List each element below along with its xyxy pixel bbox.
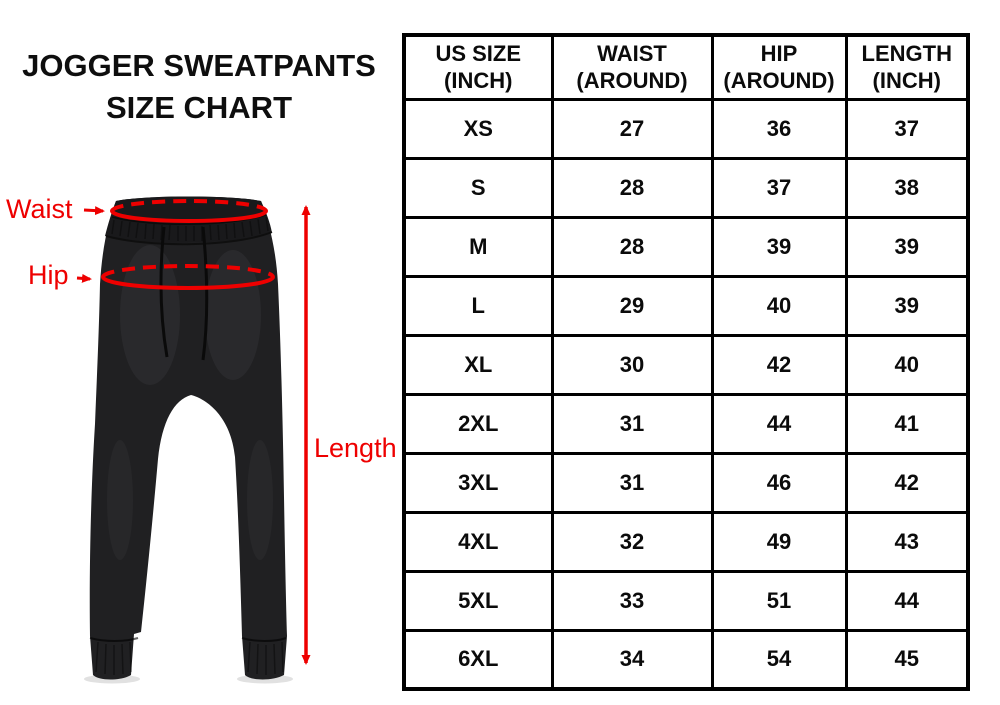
waist-cell: 28 <box>550 215 714 278</box>
hip-cell: 40 <box>710 274 848 337</box>
size-cell: XS <box>402 97 554 160</box>
waist-ellipse-front <box>110 210 268 223</box>
length-cell: 44 <box>844 569 970 632</box>
waistband-ribs <box>111 216 269 241</box>
title-line-1: JOGGER SWEATPANTS <box>22 48 376 83</box>
hip-label: Hip <box>28 260 69 290</box>
length-cell: 38 <box>844 156 970 219</box>
cuff-seam-right <box>241 637 287 642</box>
hip-cell: 42 <box>710 333 848 396</box>
length-cell: 45 <box>844 628 970 691</box>
size-cell: XL <box>402 333 554 396</box>
pants-graphic <box>76 196 311 684</box>
waist-cell: 32 <box>550 510 714 573</box>
col-header-length: LENGTH (INCH) <box>844 33 970 101</box>
size-cell: S <box>402 156 554 219</box>
size-chart-table: US SIZE (INCH) WAIST (AROUND) HIP (AROUN… <box>402 33 970 691</box>
size-cell: L <box>402 274 554 337</box>
title-line-2: SIZE CHART <box>106 90 292 125</box>
length-cell: 37 <box>844 97 970 160</box>
cuff-seam-left <box>89 637 139 642</box>
waist-label: Waist <box>6 194 73 224</box>
table-row-3xl: 3XL 31 46 42 <box>402 451 970 514</box>
table-row-xl: XL 30 42 40 <box>402 333 970 396</box>
waistband-bottom-seam <box>105 231 273 246</box>
col-header-hip: HIP (AROUND) <box>710 33 848 101</box>
table-row-l: L 29 40 39 <box>402 274 970 337</box>
waist-cell: 31 <box>550 392 714 455</box>
hip-ellipse-front <box>101 276 275 290</box>
table-row-2xl: 2XL 31 44 41 <box>402 392 970 455</box>
size-cell: 5XL <box>402 569 554 632</box>
pants-silhouette <box>89 196 287 680</box>
thigh-highlight-right <box>205 250 261 380</box>
col-header-us-size: US SIZE (INCH) <box>402 33 554 101</box>
hip-cell: 39 <box>710 215 848 278</box>
waist-arrow <box>83 206 105 216</box>
table-row-6xl: 6XL 34 54 45 <box>402 628 970 691</box>
length-cell: 39 <box>844 274 970 337</box>
size-cell: 4XL <box>402 510 554 573</box>
waist-cell: 29 <box>550 274 714 337</box>
length-cell: 40 <box>844 333 970 396</box>
hip-cell: 44 <box>710 392 848 455</box>
waist-cell: 27 <box>550 97 714 160</box>
hip-cell: 51 <box>710 569 848 632</box>
hip-cell: 54 <box>710 628 848 691</box>
table-row-xs: XS 27 36 37 <box>402 97 970 160</box>
waist-cell: 33 <box>550 569 714 632</box>
table-header-row: US SIZE (INCH) WAIST (AROUND) HIP (AROUN… <box>402 33 970 101</box>
hip-cell: 46 <box>710 451 848 514</box>
hip-arrow <box>76 273 92 283</box>
waist-ellipse-back <box>110 199 268 212</box>
knee-highlight-left <box>107 440 133 560</box>
size-cell: 6XL <box>402 628 554 691</box>
waist-cell: 34 <box>550 628 714 691</box>
measurement-annotations <box>76 199 311 665</box>
table-row-m: M 28 39 39 <box>402 215 970 278</box>
length-cell: 43 <box>844 510 970 573</box>
size-cell: 2XL <box>402 392 554 455</box>
drawstring-right <box>201 226 209 361</box>
table-row-s: S 28 37 38 <box>402 156 970 219</box>
jogger-figure: Waist Hip Length <box>0 140 400 705</box>
table-row-4xl: 4XL 32 49 43 <box>402 510 970 573</box>
knee-highlight-right <box>247 440 273 560</box>
table-row-5xl: 5XL 33 51 44 <box>402 569 970 632</box>
waist-cell: 30 <box>550 333 714 396</box>
hip-cell: 36 <box>710 97 848 160</box>
waist-cell: 31 <box>550 451 714 514</box>
hip-ellipse-back <box>101 264 275 278</box>
length-cell: 39 <box>844 215 970 278</box>
hip-cell: 37 <box>710 156 848 219</box>
col-header-waist: WAIST (AROUND) <box>550 33 714 101</box>
length-cell: 42 <box>844 451 970 514</box>
waist-cell: 28 <box>550 156 714 219</box>
length-cell: 41 <box>844 392 970 455</box>
page-title: JOGGER SWEATPANTS SIZE CHART <box>0 45 398 129</box>
size-cell: 3XL <box>402 451 554 514</box>
size-cell: M <box>402 215 554 278</box>
cuff-ribs <box>95 641 284 675</box>
hip-cell: 49 <box>710 510 848 573</box>
length-label: Length <box>314 433 397 463</box>
